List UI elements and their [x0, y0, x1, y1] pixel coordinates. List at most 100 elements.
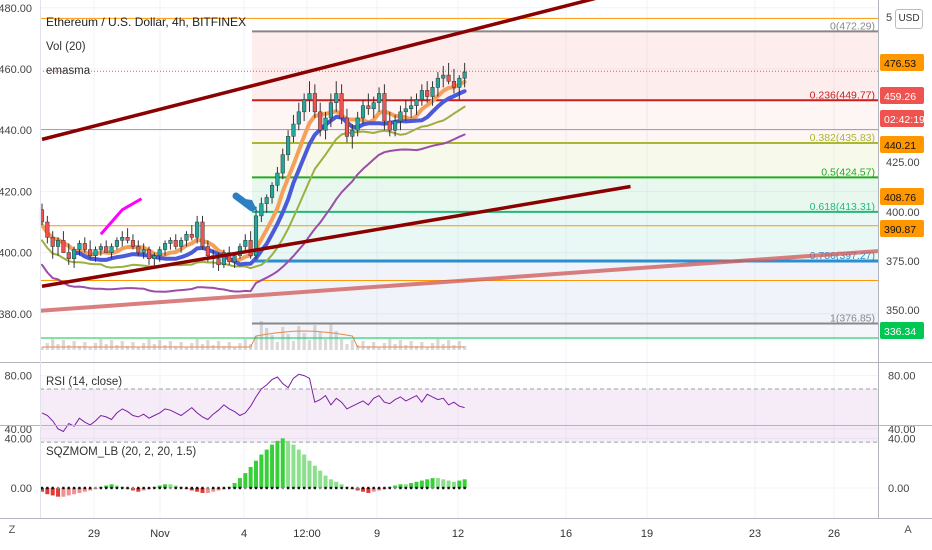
candle-body: [425, 90, 430, 97]
candle-body: [302, 99, 307, 113]
blue-arrow-annotation: [232, 192, 258, 212]
candle-body: [312, 93, 317, 113]
squeeze-dot: [217, 486, 220, 490]
price-tag-label: 476.53: [884, 58, 916, 70]
candle-body: [77, 243, 82, 250]
candle-body: [334, 93, 339, 103]
momentum-bar: [323, 475, 328, 488]
momentum-bar: [104, 485, 109, 488]
momentum-bar: [109, 484, 114, 488]
trend-lines[interactable]: [39, 0, 879, 313]
candle-body: [227, 252, 232, 263]
ma-magenta-line: [99, 197, 143, 236]
candle-body: [323, 117, 328, 131]
squeeze-dot: [367, 486, 370, 490]
volume-bar: [275, 342, 279, 350]
time-axis-label: Nov: [150, 528, 170, 540]
squeeze-dot: [297, 486, 300, 490]
time-axis-label: 12: [452, 528, 464, 540]
right-scale-label: 5: [886, 12, 892, 24]
volume-bar: [334, 331, 338, 350]
volume-bar: [340, 339, 344, 350]
emasma-indicator-label[interactable]: emasma: [46, 65, 91, 77]
price-axis-label: 440.00: [0, 125, 32, 137]
volume-bar: [286, 334, 290, 350]
volume-bar: [307, 340, 312, 350]
volume-bar: [168, 341, 172, 350]
fib-zone: [252, 323, 878, 340]
momentum-axis-label: 0.00: [11, 483, 32, 495]
volume-bar: [270, 335, 274, 350]
fib-zone: [252, 177, 878, 212]
momentum-bar: [232, 483, 237, 488]
volume-bar: [323, 339, 328, 350]
squeeze-dot: [147, 486, 151, 490]
squeeze-dot: [452, 486, 456, 490]
squeeze-dot: [393, 486, 397, 490]
squeeze-dot: [404, 486, 407, 490]
candle-body: [382, 93, 387, 122]
candle-body: [146, 249, 152, 259]
candle-body: [419, 90, 424, 100]
candle-body: [189, 233, 194, 238]
momentum-bar: [82, 488, 87, 492]
timezone-button[interactable]: Z: [8, 524, 16, 536]
squeeze-dot: [67, 486, 70, 490]
candle-body: [221, 252, 226, 266]
momentum-bar: [205, 488, 210, 493]
mom-pane[interactable]: [40, 426, 878, 518]
price-tag: [880, 110, 924, 127]
volume-bar: [179, 342, 183, 350]
auto-scale-button[interactable]: A: [904, 524, 912, 536]
volume-bar: [40, 347, 44, 350]
momentum-bar: [414, 481, 419, 488]
volume-bar: [126, 346, 130, 350]
candle-body: [195, 221, 200, 238]
volume-bar: [265, 328, 269, 350]
price-tag-label: 440.21: [884, 140, 916, 152]
squeeze-dot: [62, 486, 65, 490]
rsi-axis-label: 80.00: [4, 371, 32, 383]
squeeze-dot: [99, 486, 103, 490]
candle-body: [457, 77, 462, 88]
momentum-bar: [136, 488, 141, 492]
volume-bar: [72, 341, 76, 350]
volume-bar: [302, 333, 306, 350]
squeeze-dot: [201, 486, 204, 490]
momentum-bar: [163, 484, 168, 488]
rsi-series-line: [41, 373, 465, 433]
momentum-right-label: 40.00: [888, 433, 916, 445]
price-axis-label: 480.00: [0, 3, 32, 15]
squeeze-dot: [281, 486, 284, 490]
volume-bar: [366, 346, 370, 350]
volume-bar: [233, 347, 237, 350]
squeeze-dot: [447, 486, 450, 490]
squeeze-dot: [409, 486, 413, 490]
price-tag-label: 336.34: [884, 326, 916, 338]
candle-body: [216, 258, 221, 266]
momentum-bar: [425, 479, 430, 488]
momentum-bar: [72, 488, 77, 495]
candle-body: [253, 215, 259, 256]
volume-bar: [420, 342, 424, 350]
momentum-bar: [339, 484, 344, 488]
squeeze-dot: [399, 486, 402, 490]
squeeze-indicator-label[interactable]: SQZMOM_LB (20, 2, 20, 1.5): [46, 446, 196, 458]
currency-button[interactable]: USD: [895, 9, 923, 29]
momentum-bar: [173, 485, 178, 488]
volume-indicator-label[interactable]: Vol (20): [46, 41, 86, 53]
rsi-indicator-label[interactable]: RSI (14, close): [46, 376, 122, 388]
squeeze-dot: [163, 486, 167, 490]
time-axis-label: 29: [88, 528, 100, 540]
squeeze-dot: [83, 486, 86, 490]
candle-body: [82, 243, 87, 250]
candle-body: [248, 240, 253, 256]
time-axis-label: 9: [374, 528, 380, 540]
volume-bar: [436, 339, 440, 350]
momentum-bar: [451, 481, 456, 488]
candle-body: [398, 111, 403, 122]
price-axis-label: 460.00: [0, 64, 32, 76]
squeeze-dot: [179, 486, 183, 490]
volume-bar: [99, 339, 103, 350]
